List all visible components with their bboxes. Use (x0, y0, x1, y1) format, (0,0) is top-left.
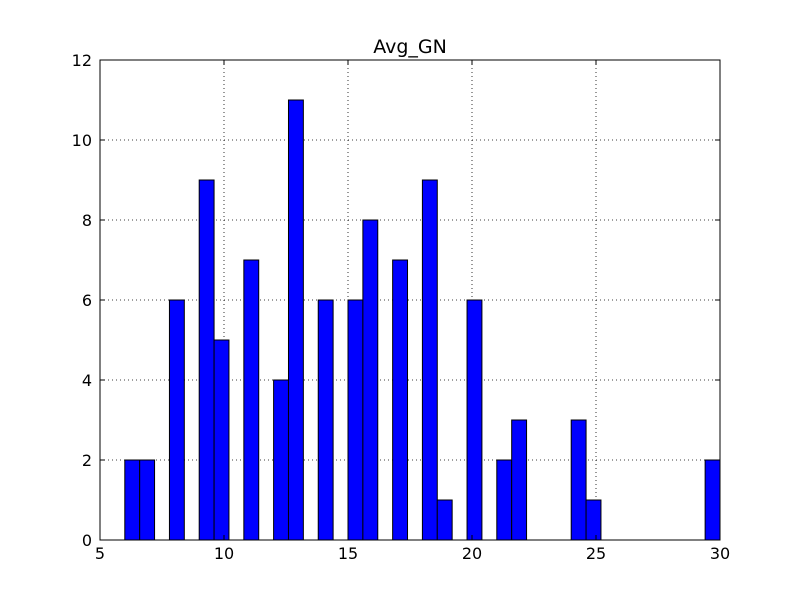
histogram-bar (213, 339, 230, 541)
histogram-bar (362, 219, 379, 541)
y-tick-label: 6 (82, 291, 92, 310)
histogram-bar (139, 459, 156, 541)
y-tick-label: 12 (72, 51, 92, 70)
histogram-bar (466, 299, 483, 541)
histogram-bar (436, 499, 453, 541)
histogram-bar (421, 179, 438, 541)
x-tick-label: 10 (214, 544, 234, 563)
histogram-bar (585, 499, 602, 541)
histogram-bar (198, 179, 215, 541)
y-tick-label: 8 (82, 211, 92, 230)
histogram-bar (496, 459, 513, 541)
x-axis-ticks: 5 10 15 20 25 30 (95, 60, 730, 563)
x-tick-label: 15 (338, 544, 358, 563)
x-tick-label: 5 (95, 544, 105, 563)
histogram-bar (347, 299, 364, 541)
histogram-bar (287, 99, 304, 541)
y-tick-label: 0 (82, 531, 92, 550)
histogram-bar (124, 459, 141, 541)
x-tick-label: 25 (586, 544, 606, 563)
x-tick-label: 30 (710, 544, 730, 563)
histogram-bar (570, 419, 587, 541)
x-tick-label: 20 (462, 544, 482, 563)
histogram-bar (511, 419, 528, 541)
histogram-bar (317, 299, 334, 541)
y-axis-ticks: 0 2 4 6 8 10 12 (72, 51, 720, 550)
y-tick-label: 4 (82, 371, 92, 390)
histogram-bar (243, 259, 260, 541)
y-tick-label: 10 (72, 131, 92, 150)
histogram-bar (704, 459, 721, 541)
histogram-bar (392, 259, 409, 541)
y-tick-label: 2 (82, 451, 92, 470)
histogram-bar (168, 299, 185, 541)
bars (124, 99, 721, 541)
chart-title: Avg_GN (373, 36, 447, 58)
histogram-bar (273, 379, 289, 541)
